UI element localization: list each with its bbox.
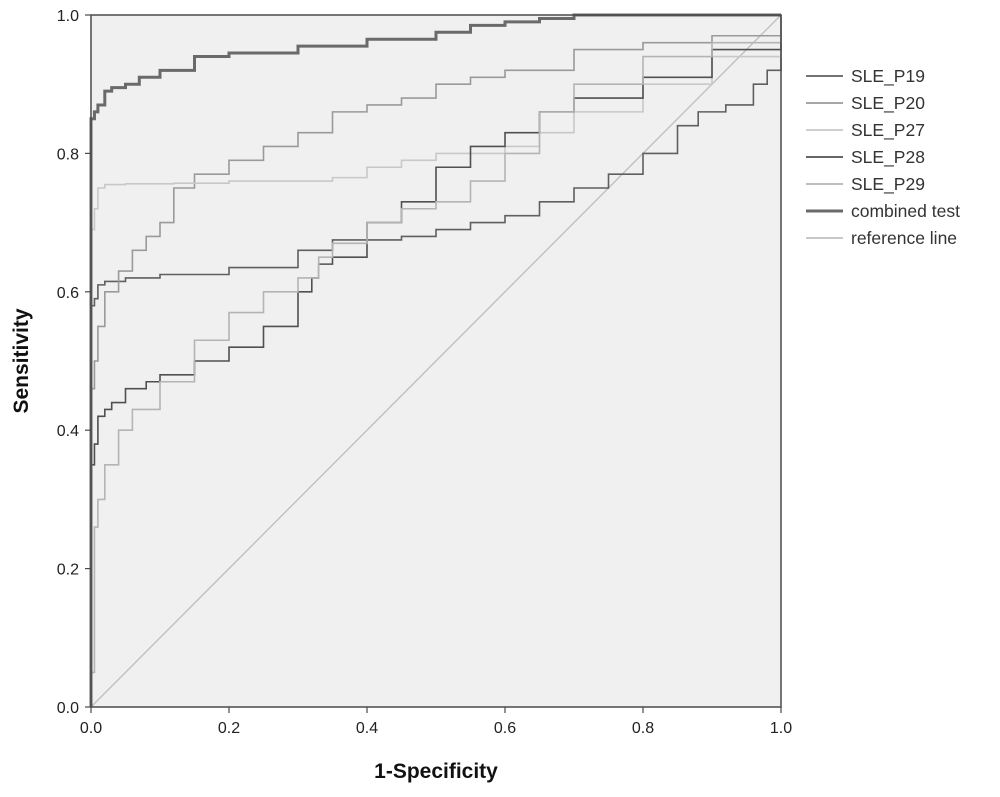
series-line-sle-p20 bbox=[90, 15, 782, 707]
y-axis-title: Sensitivity bbox=[10, 308, 33, 413]
legend-label-sle-p29: SLE_P29 bbox=[851, 174, 925, 195]
x-tick-label: 1.0 bbox=[770, 720, 792, 737]
legend-label-sle-p28: SLE_P28 bbox=[851, 147, 925, 168]
series-line-sle-p19 bbox=[90, 15, 782, 707]
curves-group bbox=[89, 13, 782, 708]
series-line-sle-p29 bbox=[90, 15, 782, 707]
legend-label-reference-line: reference line bbox=[851, 228, 957, 248]
y-tick-label: 1.0 bbox=[57, 8, 79, 25]
legend-label-combined-test: combined test bbox=[851, 201, 960, 221]
plot-frame bbox=[90, 14, 782, 708]
y-tick-label: 0.0 bbox=[57, 700, 79, 717]
x-tick-label: 0.0 bbox=[80, 720, 102, 737]
legend: SLE_P19 SLE_P20 SLE_P27 SLE_P28 SLE_P29combi… bbox=[806, 66, 960, 248]
y-tick-label: 0.4 bbox=[57, 423, 79, 440]
series-line-sle-p27 bbox=[90, 15, 782, 707]
y-tick-label: 0.6 bbox=[57, 285, 79, 302]
y-tick-label: 0.2 bbox=[57, 562, 79, 579]
x-tick-label: 0.8 bbox=[632, 720, 654, 737]
legend-label-sle-p27: SLE_P27 bbox=[851, 120, 925, 141]
x-axis-title: 1-Specificity bbox=[374, 760, 498, 783]
x-tick-label: 0.2 bbox=[218, 720, 240, 737]
axis-ticks-group: 0.0 0.2 0.4 0.6 0.8 1.0 0.0 0.2 0.4 0.6 0.8 1.0 bbox=[57, 8, 792, 737]
series-line-combined-test bbox=[89, 13, 781, 707]
x-tick-label: 0.4 bbox=[356, 720, 378, 737]
x-tick-label: 0.6 bbox=[494, 720, 516, 737]
legend-label-sle-p19: SLE_P19 bbox=[851, 66, 925, 87]
legend-label-sle-p20: SLE_P20 bbox=[851, 93, 925, 114]
y-tick-label: 0.8 bbox=[57, 146, 79, 163]
series-line-reference-line bbox=[90, 14, 782, 708]
